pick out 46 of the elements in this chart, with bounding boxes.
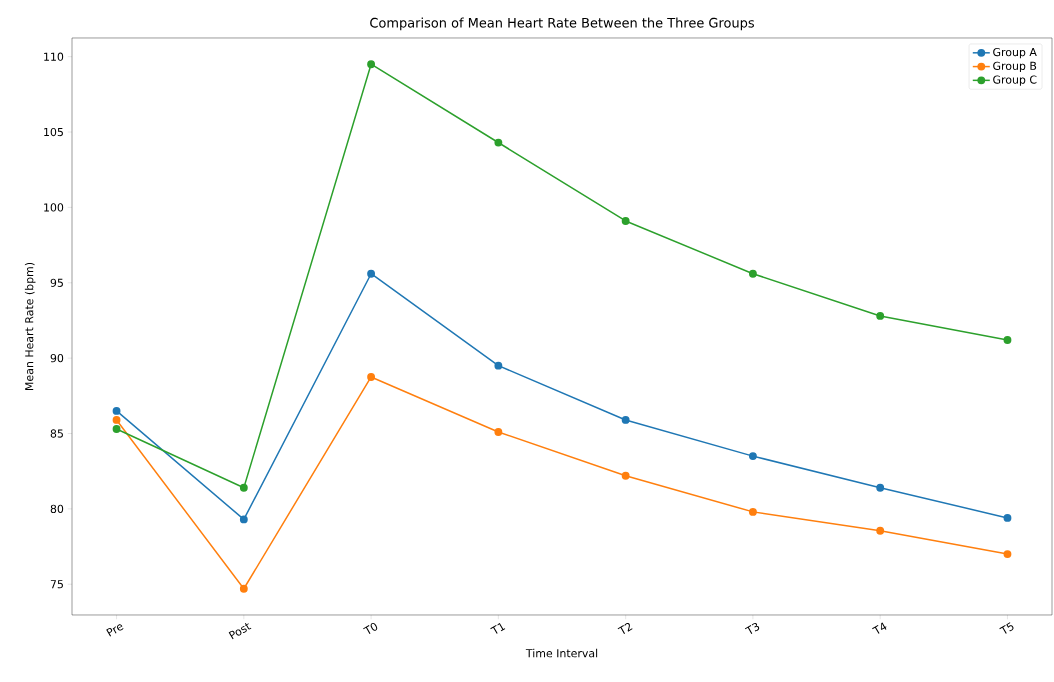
point	[1003, 336, 1012, 344]
y-tick-label: 95	[50, 278, 63, 287]
legend-label: Group C	[993, 75, 1037, 86]
x-tick-label: Pre	[106, 624, 124, 637]
y-axis-title: Mean Heart Rate (bpm)	[24, 262, 36, 390]
point	[239, 584, 248, 593]
x-tick-label: T2	[617, 622, 633, 634]
y-tick-label: 100	[44, 203, 64, 212]
point	[112, 425, 121, 433]
point	[1003, 513, 1012, 522]
point	[876, 483, 885, 492]
y-tick-label: 85	[50, 429, 63, 438]
point	[494, 428, 503, 436]
point	[112, 406, 121, 415]
legend-label: Group B	[993, 61, 1037, 73]
point	[494, 361, 503, 370]
point	[494, 138, 503, 147]
point	[748, 452, 757, 461]
point	[367, 60, 376, 69]
point	[748, 269, 757, 278]
y-tick-label: 80	[50, 504, 64, 514]
legend-label: Group A	[993, 47, 1037, 59]
y-tick-label: 90	[50, 354, 64, 363]
y-tick-label: 110	[44, 52, 64, 61]
x-tick-label: T0	[363, 622, 378, 634]
point	[748, 507, 757, 516]
x-tick-label: T3	[744, 622, 760, 634]
chart-title: Comparison of Mean Heart Rate Between the Three Groups	[370, 17, 754, 31]
point	[112, 416, 121, 424]
point	[1003, 550, 1012, 559]
point	[876, 526, 885, 535]
point	[621, 217, 630, 225]
y-tick-label: 105	[44, 127, 63, 137]
x-tick-label: T1	[490, 622, 506, 634]
point	[367, 373, 376, 381]
x-axis-title: Time Interval	[525, 648, 598, 658]
point	[621, 416, 630, 424]
point	[367, 269, 376, 278]
point	[239, 515, 248, 524]
x-tick-label: T4	[872, 622, 887, 634]
y-tick-label: 75	[50, 580, 63, 589]
x-tick-label: Post	[228, 622, 252, 640]
x-tick-label: T5	[999, 622, 1014, 634]
point	[876, 311, 885, 320]
point	[621, 471, 630, 480]
point	[239, 483, 248, 492]
